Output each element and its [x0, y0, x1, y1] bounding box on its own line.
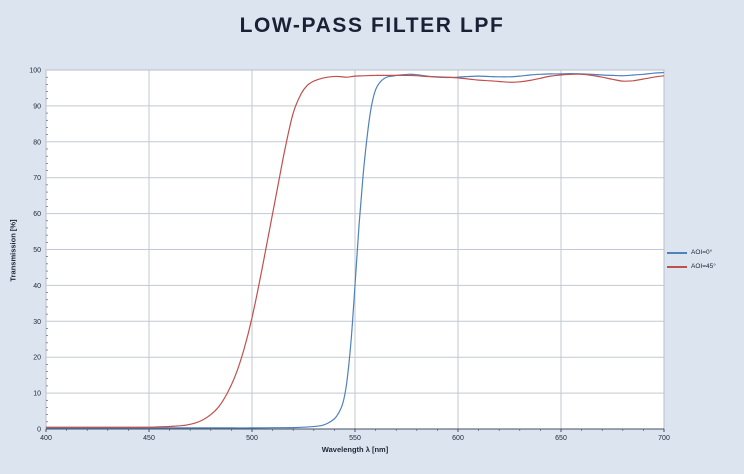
legend: AOI=0° AOI=45°	[667, 249, 716, 277]
y-tick-label: 10	[33, 391, 41, 398]
legend-label-aoi0: AOI=0°	[691, 249, 713, 256]
y-tick-label: 0	[37, 427, 41, 434]
x-tick-label: 500	[246, 435, 258, 442]
y-tick-label: 50	[33, 247, 41, 254]
legend-line-aoi0-icon	[667, 251, 687, 254]
y-tick-label: 70	[33, 175, 41, 182]
y-tick-label: 60	[33, 211, 41, 218]
legend-line-aoi45-icon	[667, 265, 687, 268]
y-tick-label: 100	[29, 68, 41, 75]
y-axis-title: Transmission [%]	[8, 219, 18, 282]
x-tick-label: 400	[40, 435, 52, 442]
y-tick-label: 90	[33, 103, 41, 110]
y-tick-label: 30	[33, 319, 41, 326]
curve-aoi45	[46, 73, 665, 428]
legend-item-aoi0: AOI=0°	[667, 249, 716, 256]
x-tick-label: 450	[143, 435, 155, 442]
x-tick-label: 600	[452, 435, 464, 442]
x-tick-label: 550	[349, 435, 361, 442]
y-tick-label: 80	[33, 139, 41, 146]
chart-title: LOW-PASS FILTER LPF	[239, 14, 505, 37]
y-tick-label: 20	[33, 355, 41, 362]
legend-item-aoi45: AOI=45°	[667, 263, 716, 270]
x-axis-title: Wavelength λ [nm]	[321, 445, 389, 454]
curve-aoi0	[46, 71, 665, 429]
legend-label-aoi45: AOI=45°	[691, 263, 716, 270]
x-tick-label: 650	[555, 435, 567, 442]
x-tick-label: 700	[658, 435, 670, 442]
y-tick-label: 40	[33, 283, 41, 290]
